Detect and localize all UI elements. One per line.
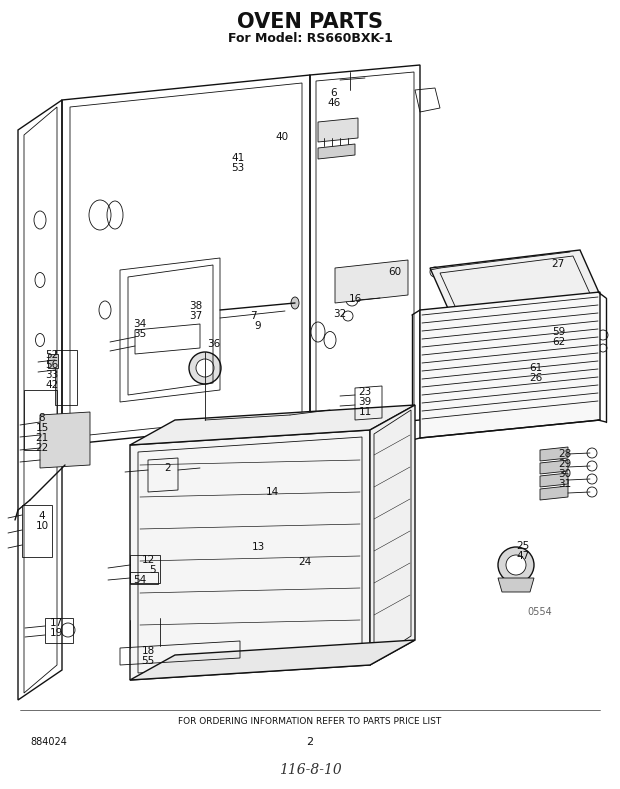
Text: 34: 34 xyxy=(133,319,146,329)
Text: 31: 31 xyxy=(559,479,572,489)
Text: 2: 2 xyxy=(165,463,171,473)
Bar xyxy=(22,505,52,557)
Text: 28: 28 xyxy=(559,449,572,459)
Text: 52: 52 xyxy=(45,350,59,360)
Text: 19: 19 xyxy=(50,628,63,638)
Text: 2: 2 xyxy=(306,737,314,747)
Polygon shape xyxy=(318,118,358,142)
Text: FOR ORDERING INFORMATION REFER TO PARTS PRICE LIST: FOR ORDERING INFORMATION REFER TO PARTS … xyxy=(179,717,441,727)
Text: 46: 46 xyxy=(327,98,340,108)
Polygon shape xyxy=(540,447,568,461)
Text: 0554: 0554 xyxy=(528,607,552,617)
Text: 41: 41 xyxy=(231,153,245,163)
Text: 4: 4 xyxy=(38,511,45,521)
Polygon shape xyxy=(40,412,90,468)
Text: 39: 39 xyxy=(358,397,371,407)
Text: 27: 27 xyxy=(551,259,565,269)
Text: 884024: 884024 xyxy=(30,737,67,747)
Text: 7: 7 xyxy=(250,311,256,321)
Polygon shape xyxy=(130,430,370,680)
Text: 16: 16 xyxy=(348,294,361,304)
Bar xyxy=(55,350,77,405)
Text: 60: 60 xyxy=(389,267,402,277)
Text: 8: 8 xyxy=(38,413,45,423)
Bar xyxy=(130,555,160,583)
Text: 59: 59 xyxy=(552,327,565,337)
Circle shape xyxy=(506,555,526,575)
Text: 17: 17 xyxy=(50,618,63,628)
Text: 32: 32 xyxy=(334,309,347,319)
Text: 23: 23 xyxy=(358,387,371,397)
Text: 29: 29 xyxy=(559,459,572,469)
Polygon shape xyxy=(498,578,534,592)
Text: 24: 24 xyxy=(298,557,312,567)
Circle shape xyxy=(498,547,534,583)
Text: 53: 53 xyxy=(231,163,245,173)
Text: 33: 33 xyxy=(45,370,59,380)
Text: 5: 5 xyxy=(149,565,156,575)
Text: 10: 10 xyxy=(35,521,48,531)
Text: 37: 37 xyxy=(189,311,203,321)
Polygon shape xyxy=(430,250,600,313)
Text: 22: 22 xyxy=(35,443,48,453)
Text: OVEN PARTS: OVEN PARTS xyxy=(237,12,383,32)
Text: For Model: RS660BXK-1: For Model: RS660BXK-1 xyxy=(228,32,392,44)
Polygon shape xyxy=(130,405,415,445)
Text: 36: 36 xyxy=(207,339,221,349)
Text: 40: 40 xyxy=(275,132,288,142)
Text: 26: 26 xyxy=(529,373,542,383)
Polygon shape xyxy=(318,144,355,159)
Text: 14: 14 xyxy=(265,487,278,497)
Text: 21: 21 xyxy=(35,433,48,443)
Text: 18: 18 xyxy=(141,646,154,656)
Text: 15: 15 xyxy=(35,423,48,433)
Polygon shape xyxy=(540,460,568,474)
Text: 13: 13 xyxy=(251,542,265,552)
Text: 56: 56 xyxy=(45,360,59,370)
Text: 9: 9 xyxy=(255,321,261,331)
Text: 54: 54 xyxy=(133,575,146,585)
Polygon shape xyxy=(370,405,415,665)
Text: 35: 35 xyxy=(133,329,146,339)
Polygon shape xyxy=(540,473,568,487)
Text: 62: 62 xyxy=(552,337,565,347)
Bar xyxy=(48,354,58,368)
Polygon shape xyxy=(420,292,600,438)
Text: 11: 11 xyxy=(358,407,371,417)
Text: 61: 61 xyxy=(529,363,542,373)
Text: 30: 30 xyxy=(559,469,572,479)
Bar xyxy=(24,390,57,450)
Text: 38: 38 xyxy=(189,301,203,311)
Text: 55: 55 xyxy=(141,656,154,666)
Ellipse shape xyxy=(196,359,214,377)
Polygon shape xyxy=(130,640,415,680)
Text: 25: 25 xyxy=(516,541,529,551)
Text: 12: 12 xyxy=(141,555,154,565)
Text: 6: 6 xyxy=(330,88,337,98)
Bar xyxy=(45,618,73,643)
Ellipse shape xyxy=(291,297,299,309)
Text: 42: 42 xyxy=(45,380,59,390)
Polygon shape xyxy=(335,260,408,303)
Bar xyxy=(130,572,158,584)
Ellipse shape xyxy=(189,352,221,384)
Polygon shape xyxy=(540,486,568,500)
Text: 116-8-10: 116-8-10 xyxy=(278,763,342,777)
Text: 47: 47 xyxy=(516,551,529,561)
